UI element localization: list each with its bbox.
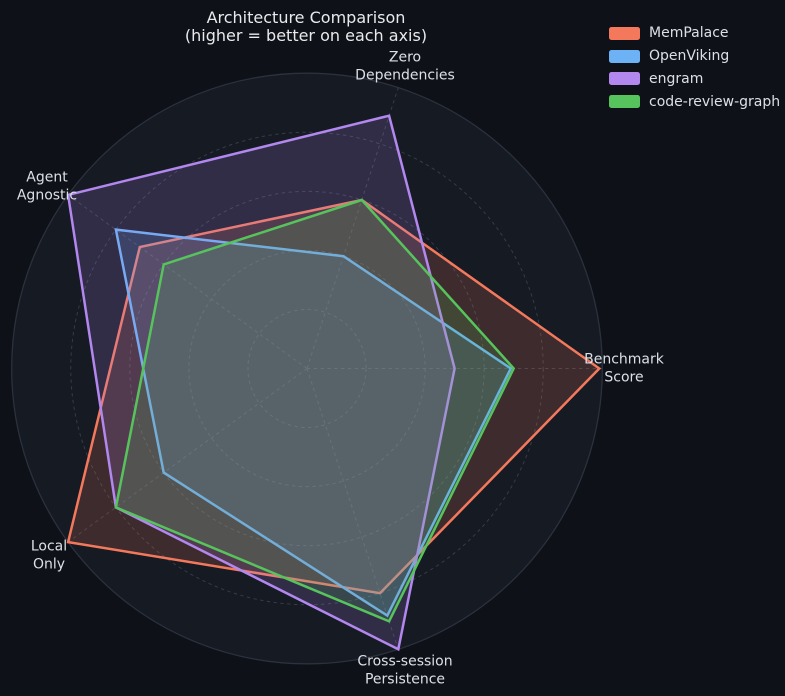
- axis-label-agent-agnostic: Agent Agnostic: [16, 169, 78, 204]
- legend-swatch-mempalace: [609, 26, 640, 40]
- legend-swatch-engram: [609, 72, 640, 86]
- grid-ring: [247, 308, 367, 429]
- legend: MemPalace OpenViking engram code-review-…: [609, 22, 780, 113]
- axis-label-benchmark-score: Benchmark Score: [584, 351, 664, 386]
- grid-spoke: [67, 368, 308, 543]
- legend-label-code-review-graph: code-review-graph: [649, 93, 781, 110]
- legend-swatch-openviking: [609, 49, 640, 63]
- legend-item-mempalace: MemPalace: [609, 22, 780, 45]
- legend-label-mempalace: MemPalace: [649, 25, 729, 42]
- chart-title: Architecture Comparison: [206, 8, 406, 27]
- axis-label-cross-session-persistence: Cross-session Persistence: [357, 653, 453, 688]
- legend-item-engram: engram: [609, 68, 780, 91]
- grid-spoke: [306, 368, 399, 650]
- legend-item-openviking: OpenViking: [609, 45, 780, 68]
- axis-label-zero-dependencies: Zero Dependencies: [355, 49, 455, 84]
- grid-ring: [70, 131, 544, 606]
- chart-subtitle: (higher = better on each axis): [184, 25, 428, 45]
- axis-label-local-only: Local Only: [30, 538, 68, 573]
- grid-spoke: [306, 87, 399, 369]
- series-polygon-openviking: [114, 228, 513, 618]
- series-polygon-engram: [66, 114, 456, 652]
- grid-spoke: [67, 194, 308, 369]
- series-polygon-code-review-graph: [114, 198, 516, 623]
- chart-title-block: Architecture Comparison (higher = better…: [185, 9, 427, 44]
- legend-label-openviking: OpenViking: [649, 48, 730, 65]
- legend-item-code-review-graph: code-review-graph: [609, 90, 780, 113]
- legend-swatch-code-review-graph: [609, 95, 640, 109]
- legend-label-engram: engram: [649, 70, 704, 87]
